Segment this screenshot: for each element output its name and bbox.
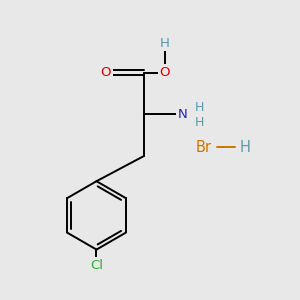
Text: H: H	[240, 140, 250, 154]
Text: Br: Br	[196, 140, 211, 154]
Text: O: O	[160, 66, 170, 79]
Text: N: N	[178, 108, 188, 121]
Text: H: H	[194, 116, 204, 129]
Text: H: H	[160, 37, 170, 50]
Text: Cl: Cl	[90, 260, 103, 272]
Text: O: O	[100, 66, 111, 79]
Text: H: H	[194, 101, 204, 114]
